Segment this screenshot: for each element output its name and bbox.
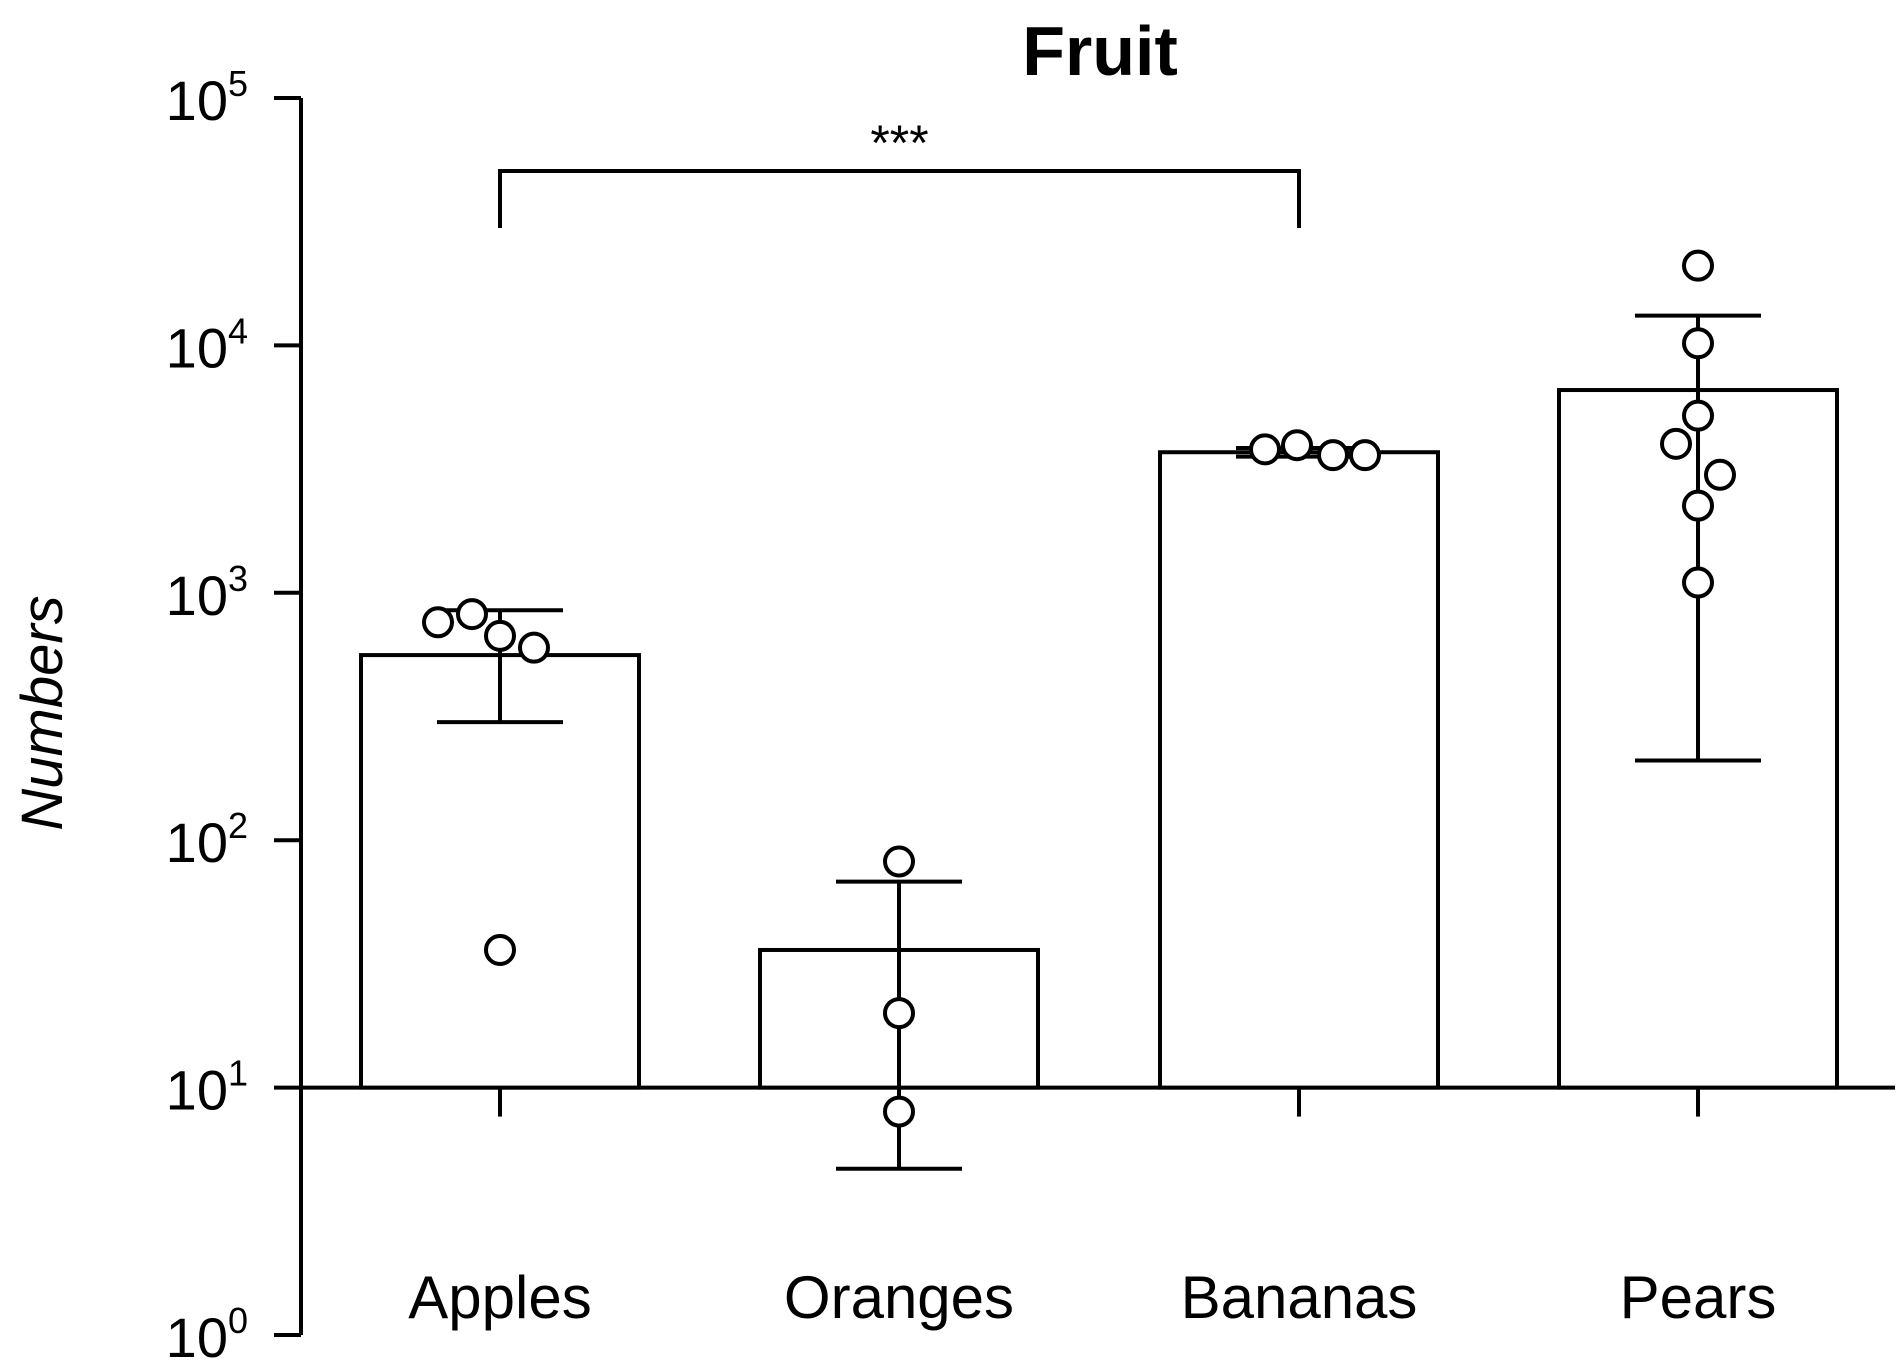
significance-bracket	[498, 169, 1301, 228]
data-point	[518, 631, 550, 664]
y-tick-exponent: 0	[228, 1300, 248, 1341]
y-tick-exponent: 2	[228, 805, 248, 846]
y-tick-base: 10	[166, 1306, 228, 1365]
data-point	[1281, 429, 1313, 462]
data-point	[1704, 458, 1736, 491]
data-point	[1682, 566, 1714, 599]
y-tick-label: 105	[166, 63, 248, 132]
y-tick-label: 104	[166, 310, 248, 379]
y-axis-label: Numbers	[10, 595, 75, 830]
data-point	[883, 997, 915, 1030]
y-tick-base: 10	[166, 1059, 228, 1122]
y-tick-exponent: 5	[228, 63, 248, 104]
data-point	[883, 845, 915, 878]
y-tick-exponent: 4	[228, 310, 248, 351]
data-point	[883, 1095, 915, 1128]
y-tick-label: 100	[166, 1300, 248, 1365]
data-point	[1682, 249, 1714, 282]
y-tick-label: 103	[166, 558, 248, 627]
chart-title: Fruit	[1022, 12, 1178, 90]
y-tick-label: 102	[166, 805, 248, 874]
x-tick-label: Oranges	[784, 1264, 1014, 1331]
data-point	[456, 598, 488, 631]
data-point	[1682, 489, 1714, 522]
data-point	[1682, 327, 1714, 360]
data-point	[1349, 439, 1381, 472]
data-point	[1660, 427, 1692, 460]
y-tick-exponent: 1	[228, 1053, 248, 1094]
y-tick-base: 10	[166, 316, 228, 379]
x-tick-label: Bananas	[1181, 1264, 1418, 1331]
data-point	[1682, 399, 1714, 432]
data-point	[422, 606, 454, 639]
significance-label: ***	[870, 115, 928, 171]
data-point	[1249, 433, 1281, 466]
y-tick-base: 10	[166, 564, 228, 627]
y-tick-base: 10	[166, 69, 228, 132]
y-tick-label: 101	[166, 1053, 248, 1122]
data-point	[484, 619, 516, 652]
data-point	[1317, 439, 1349, 472]
y-tick-exponent: 3	[228, 558, 248, 599]
bar-bananas	[1158, 450, 1440, 1090]
x-tick-label: Apples	[408, 1264, 591, 1331]
bar-apples	[359, 653, 641, 1090]
x-tick-label: Pears	[1620, 1264, 1777, 1331]
data-point	[484, 933, 516, 966]
y-tick-base: 10	[166, 811, 228, 874]
